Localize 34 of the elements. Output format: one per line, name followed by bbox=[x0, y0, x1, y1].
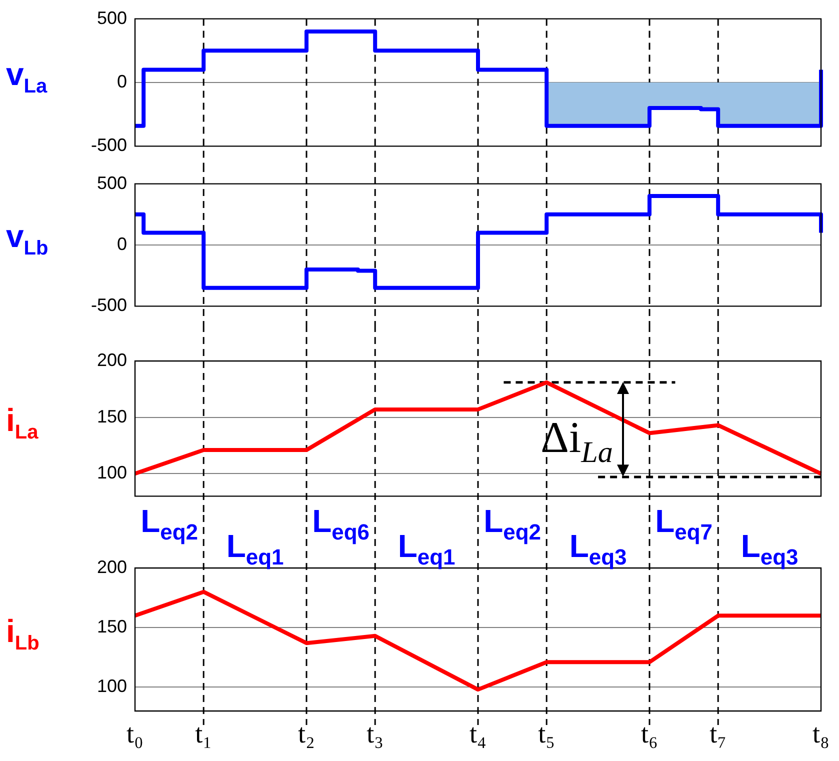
text: L$_{eq6}$ bbox=[312, 503, 370, 546]
y-tick-label: 100 bbox=[96, 676, 127, 696]
y-tick-label: 500 bbox=[96, 172, 127, 193]
y-tick-label: 200 bbox=[96, 556, 127, 577]
annotation: L$_{eq1}$ bbox=[398, 528, 456, 570]
y-tick-label: 150 bbox=[96, 406, 127, 426]
y-axis-title: i$_{Lb}$ bbox=[6, 612, 40, 655]
annotation: L$_{eq3}$ bbox=[569, 528, 627, 570]
text: L$_{eq2}$ bbox=[484, 503, 542, 546]
y-tick-label: -500 bbox=[90, 295, 127, 316]
annotation: Δi$_{La}$ bbox=[540, 412, 613, 470]
x-tick-label: t₂ bbox=[298, 718, 315, 748]
x-tick-label: t₆ bbox=[641, 718, 658, 748]
annotation: L$_{eq1}$ bbox=[226, 528, 284, 570]
text: L$_{eq2}$ bbox=[140, 503, 198, 546]
y-tick-label: 0 bbox=[116, 71, 127, 92]
x-tick-label: t₄ bbox=[470, 718, 486, 748]
x-tick-label: t₈ bbox=[812, 718, 830, 748]
x-tick-label: t₅ bbox=[538, 718, 556, 748]
x-tick-label: t₇ bbox=[710, 718, 727, 748]
y-axis-title: v$_{La}$ bbox=[6, 56, 48, 98]
y-tick-label: 0 bbox=[116, 234, 127, 254]
text: L$_{eq7}$ bbox=[655, 503, 713, 546]
y-tick-label: 500 bbox=[96, 8, 127, 28]
x-tick-label: t₀ bbox=[126, 718, 144, 748]
y-tick-label: -500 bbox=[90, 135, 127, 156]
annotation: L$_{eq3}$ bbox=[740, 528, 798, 570]
y-axis-title: v$_{Lb}$ bbox=[6, 218, 48, 260]
x-tick-label: t₃ bbox=[366, 718, 384, 748]
y-tick-label: 200 bbox=[96, 350, 127, 370]
y-axis-title: i$_{La}$ bbox=[6, 402, 38, 444]
x-tick-label: t₁ bbox=[195, 718, 212, 748]
y-tick-label: 100 bbox=[96, 462, 127, 483]
y-tick-label: 150 bbox=[96, 616, 127, 637]
